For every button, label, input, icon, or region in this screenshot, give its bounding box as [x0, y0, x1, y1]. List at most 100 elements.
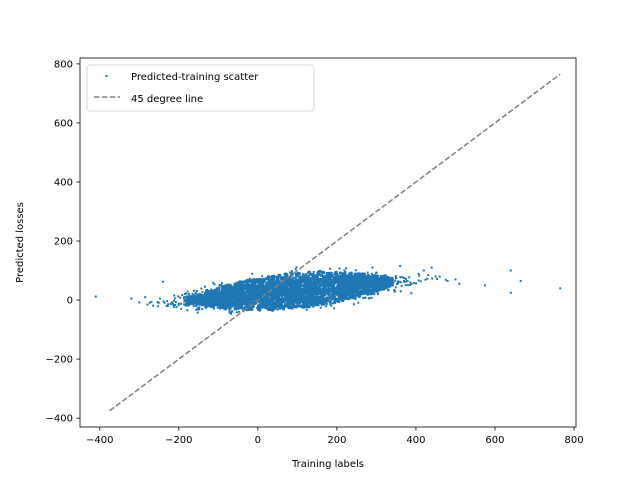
scatter-point	[426, 277, 429, 280]
scatter-point	[398, 280, 401, 283]
scatter-point	[321, 300, 325, 303]
scatter-point	[383, 278, 387, 282]
scatter-point	[218, 296, 222, 299]
scatter-point	[273, 306, 277, 310]
scatter-point	[195, 296, 199, 300]
scatter-point	[368, 290, 371, 294]
scatter-point	[294, 305, 298, 309]
scatter-point	[237, 294, 241, 298]
scatter-point	[300, 295, 304, 299]
x-tick-label: 400	[406, 435, 425, 446]
scatter-point	[239, 302, 243, 306]
scatter-point	[281, 286, 285, 290]
scatter-point	[265, 296, 269, 300]
scatter-point-outlier	[484, 284, 487, 287]
scatter-point	[183, 300, 186, 303]
legend-marker-scatter	[105, 75, 108, 77]
scatter-point	[292, 286, 296, 290]
scatter-point	[196, 308, 199, 311]
scatter-point	[208, 290, 210, 292]
scatter-point	[280, 283, 284, 287]
scatter-point	[294, 299, 298, 302]
scatter-point	[319, 288, 323, 292]
scatter-point	[366, 285, 369, 289]
scatter-point	[444, 278, 447, 281]
scatter-point	[246, 296, 250, 300]
scatter-point	[328, 272, 332, 276]
scatter-point	[198, 306, 201, 309]
scatter-point	[369, 275, 373, 279]
scatter-point	[171, 301, 174, 304]
scatter-point	[390, 278, 394, 281]
scatter-point	[290, 270, 293, 273]
scatter-point	[276, 304, 280, 308]
scatter-point	[231, 303, 235, 306]
scatter-point	[259, 299, 263, 303]
scatter-point	[191, 293, 194, 296]
scatter-point	[244, 304, 248, 308]
scatter-point	[343, 274, 347, 278]
scatter-point	[202, 301, 205, 305]
scatter-point-outlier	[422, 269, 425, 272]
scatter-point	[218, 286, 221, 289]
scatter-point	[218, 284, 221, 287]
scatter-point	[291, 277, 294, 280]
scatter-point	[307, 275, 310, 278]
scatter-point	[405, 280, 408, 283]
scatter-point	[268, 306, 272, 310]
scatter-point-outlier	[446, 279, 449, 282]
scatter-point	[304, 279, 308, 283]
scatter-point	[222, 289, 226, 292]
scatter-point	[385, 283, 389, 286]
scatter-point	[238, 306, 242, 310]
scatter-point	[250, 290, 254, 294]
scatter-point	[394, 279, 397, 282]
legend-label-scatter: Predicted-training scatter	[131, 72, 259, 83]
scatter-point	[345, 276, 349, 280]
scatter-point	[277, 295, 281, 299]
scatter-point	[195, 308, 198, 311]
scatter-point	[268, 279, 272, 282]
scatter-point	[261, 288, 265, 292]
scatter-point	[334, 287, 337, 290]
scatter-point	[246, 307, 250, 311]
scatter-point	[246, 282, 249, 286]
scatter-point	[306, 299, 310, 303]
scatter-point	[377, 282, 381, 286]
scatter-point	[290, 306, 294, 310]
scatter-point	[248, 287, 252, 291]
scatter-point	[336, 287, 339, 291]
scatter-point	[336, 298, 340, 301]
scatter-point	[301, 297, 305, 301]
scatter-point	[367, 281, 371, 285]
scatter-point	[237, 310, 240, 313]
scatter-point	[224, 291, 228, 295]
scatter-point	[317, 296, 321, 300]
scatter-point	[364, 283, 368, 287]
scatter-point	[331, 287, 335, 291]
scatter-point	[324, 279, 328, 283]
scatter-point	[199, 301, 203, 305]
scatter-point	[351, 294, 354, 298]
scatter-point	[272, 285, 276, 288]
scatter-point	[263, 304, 267, 308]
scatter-point	[355, 290, 359, 294]
scatter-point	[335, 277, 339, 281]
scatter-point	[241, 306, 245, 310]
scatter-point	[345, 267, 348, 270]
scatter-point	[363, 281, 367, 285]
scatter-point	[287, 290, 291, 294]
scatter-point	[366, 291, 370, 295]
scatter-point	[275, 298, 279, 302]
scatter-point	[309, 286, 313, 290]
scatter-point	[362, 291, 365, 294]
scatter-point	[353, 284, 357, 288]
scatter-point	[252, 287, 256, 291]
scatter-point	[239, 304, 243, 308]
scatter-point	[354, 281, 358, 285]
scatter-point	[243, 300, 247, 303]
scatter-point	[184, 304, 187, 307]
scatter-point	[251, 288, 255, 292]
scatter-point	[331, 278, 334, 281]
scatter-point	[333, 291, 337, 295]
